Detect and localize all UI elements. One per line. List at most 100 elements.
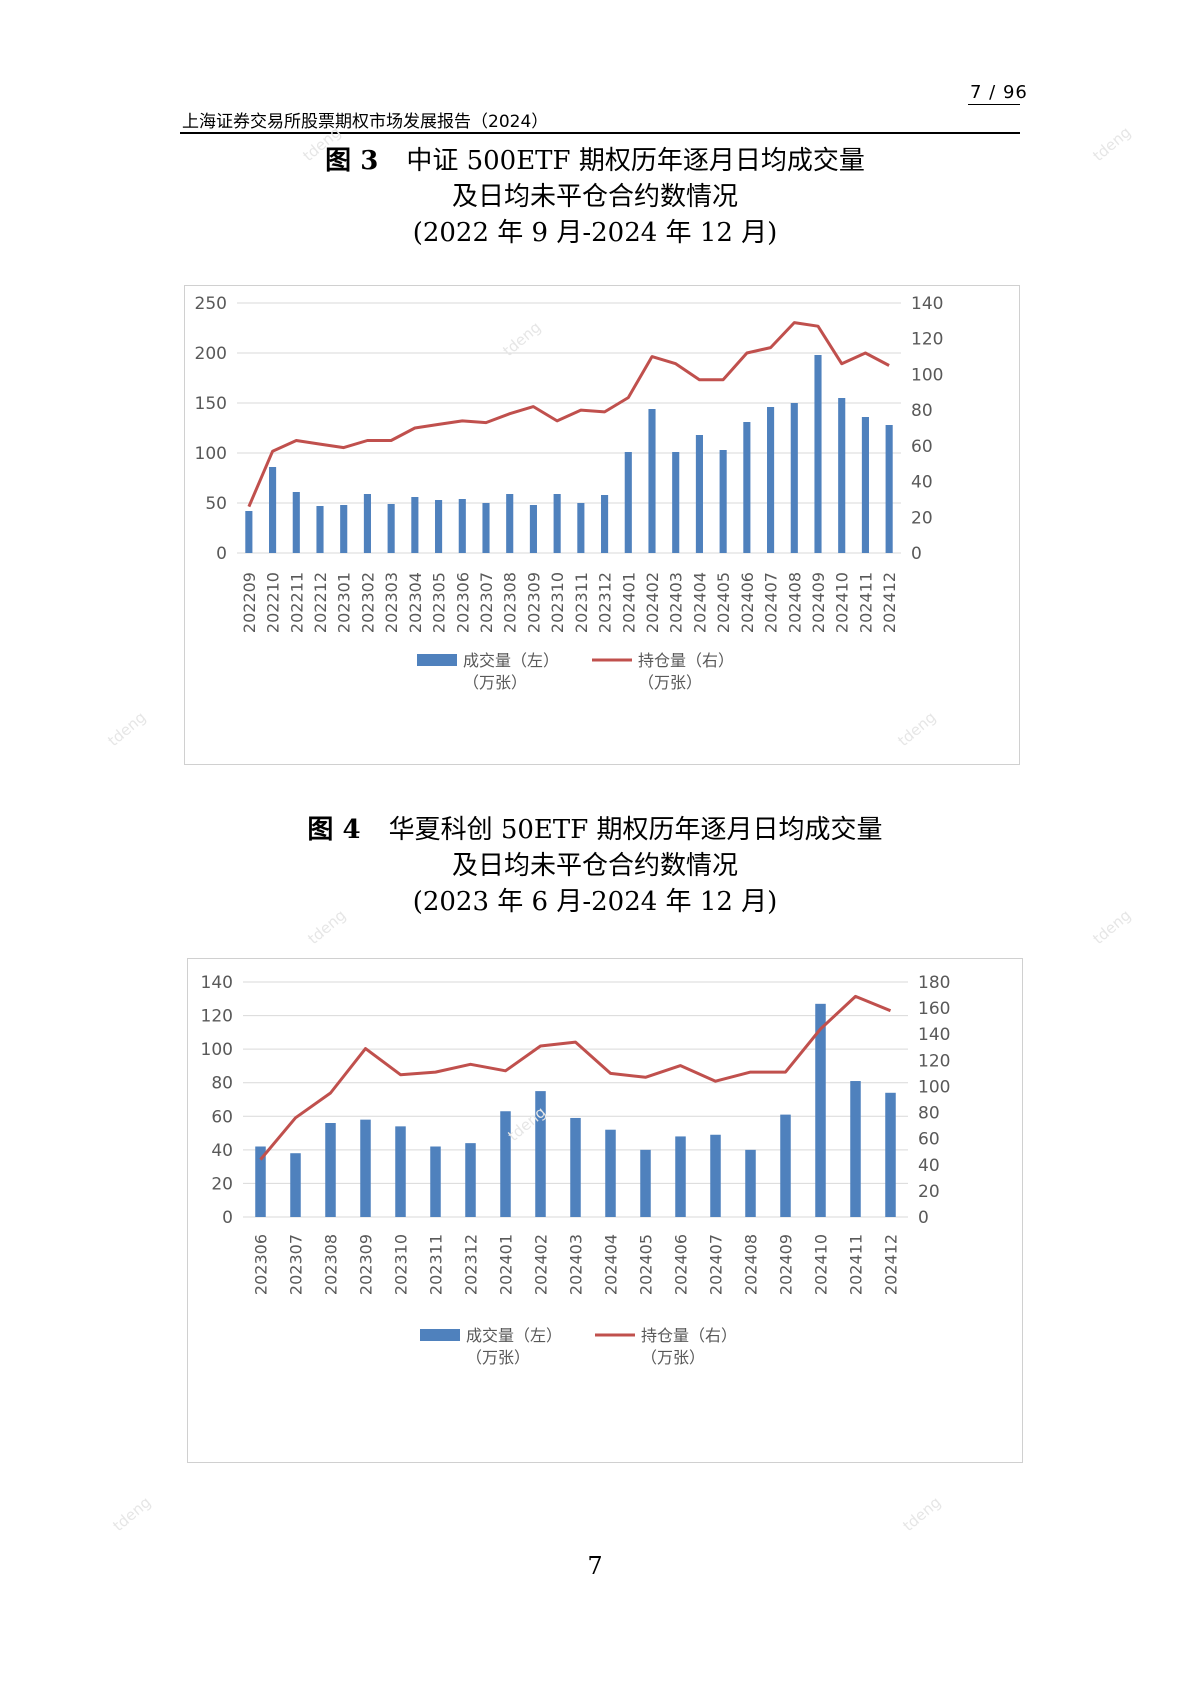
x-tick-label: 202412 (880, 572, 899, 633)
y-right-tick-label: 80 (911, 401, 933, 421)
bar (601, 495, 609, 553)
x-tick-label: 202306 (453, 572, 472, 633)
figure4-chart-svg: 0 20 40 60 80 100 120 140 0 20 40 60 80 100 120 140 160 1… (201, 973, 951, 1367)
bar (458, 499, 466, 553)
bar (640, 1149, 651, 1217)
bar (710, 1134, 721, 1217)
x-tick-label: 202405 (637, 1234, 656, 1295)
x-tick-label: 202307 (287, 1234, 306, 1295)
x-tick-label: 202308 (322, 1234, 341, 1295)
bar (255, 1146, 266, 1217)
x-tick-label: 202311 (427, 1234, 446, 1295)
y-right-tick-label: 0 (911, 544, 922, 564)
y-right-tick-label: 120 (918, 1051, 950, 1071)
page-counter-rule (968, 104, 1020, 105)
bar (745, 1149, 756, 1217)
y-right-tick-label: 60 (918, 1130, 940, 1150)
x-tick-label: 202301 (335, 572, 354, 633)
watermark: tdeng (104, 708, 150, 750)
y-right-tick-label: 160 (918, 999, 950, 1019)
legend-bar-label: 成交量（左） (463, 651, 559, 670)
bar (360, 1119, 371, 1217)
x-tick-label: 202407 (707, 1234, 726, 1295)
y-left-tick-label: 40 (211, 1141, 233, 1161)
y-right-tick-label: 100 (911, 365, 943, 385)
y-left-tick-label: 80 (211, 1074, 233, 1094)
report-title: 上海证券交易所股票期权市场发展报告（2024） (182, 112, 549, 132)
y-right-tick-label: 140 (911, 294, 943, 314)
legend-bar-label: 成交量（左） (466, 1326, 562, 1345)
y-left-tick-label: 140 (201, 973, 233, 993)
x-tick-label: 202402 (532, 1234, 551, 1295)
legend-bar-swatch (420, 1329, 460, 1341)
y-right-tick-label: 80 (918, 1104, 940, 1124)
y-right-tick-label: 100 (918, 1077, 950, 1097)
legend-line-unit: （万张） (638, 673, 702, 692)
bar (648, 409, 656, 553)
y-left-tick-label: 20 (211, 1174, 233, 1194)
x-tick-label: 202309 (357, 1234, 376, 1295)
bar (719, 450, 727, 553)
bar (316, 506, 324, 553)
bar (675, 1136, 686, 1217)
x-tick-label: 202412 (882, 1234, 901, 1295)
bar (529, 505, 537, 553)
x-tick-label: 202305 (430, 572, 449, 633)
watermark: tdeng (899, 1493, 945, 1535)
line-series (259, 994, 892, 1161)
x-tick-label: 202401 (619, 572, 638, 633)
bar (500, 1111, 511, 1217)
legend-line-label: 持仓量（右） (641, 1326, 737, 1345)
y-left-tick-label: 100 (201, 1040, 233, 1060)
bar (605, 1129, 616, 1217)
x-tick-label: 202309 (524, 572, 543, 633)
x-tick-label: 202411 (856, 572, 875, 633)
legend-line-unit: （万张） (641, 1348, 705, 1367)
bar (363, 494, 371, 553)
bar (535, 1091, 546, 1217)
y-right-tick-label: 60 (911, 437, 933, 457)
x-tick-label: 202310 (392, 1234, 411, 1295)
x-tick-label: 202410 (812, 1234, 831, 1295)
y-left-tick-label: 200 (195, 344, 227, 364)
x-tick-label: 202209 (240, 572, 259, 633)
bar (245, 511, 253, 553)
x-tick-label: 202402 (643, 572, 662, 633)
x-tick-label: 202404 (690, 572, 709, 633)
x-tick-label: 202407 (762, 572, 781, 633)
bar (411, 497, 419, 553)
bar (743, 422, 751, 553)
x-tick-label: 202405 (714, 572, 733, 633)
figure4-title-line1: 华夏科创 50ETF 期权历年逐月日均成交量 (388, 815, 883, 845)
x-tick-label: 202303 (382, 572, 401, 633)
bar (430, 1146, 441, 1217)
bar (387, 504, 395, 553)
bar (885, 425, 893, 553)
page-number: 7 (587, 1552, 603, 1580)
figure3-title-line2: 及日均未平仓合约数情况 (451, 182, 738, 212)
x-tick-label: 202312 (596, 572, 615, 633)
bar (570, 1117, 581, 1217)
bar (695, 435, 703, 553)
x-tick-label: 202212 (311, 572, 330, 633)
x-tick-label: 202304 (406, 572, 425, 633)
x-tick-label: 202311 (572, 572, 591, 633)
bar (861, 417, 869, 553)
bar (815, 1003, 826, 1217)
x-tick-label: 202408 (785, 572, 804, 633)
figure4-chart: 0 20 40 60 80 100 120 140 0 20 40 60 80 100 120 140 160 1… (187, 958, 1023, 1463)
figure4-title-line3: (2023 年 6 月-2024 年 12 月) (412, 887, 778, 917)
bar (672, 452, 680, 553)
figure3-title-line3: (2022 年 9 月-2024 年 12 月) (412, 218, 778, 248)
y-right-tick-label: 20 (918, 1182, 940, 1202)
y-left-tick-label: 250 (195, 294, 227, 314)
x-tick-label: 202307 (477, 572, 496, 633)
x-tick-label: 202410 (833, 572, 852, 633)
x-tick-label: 202404 (602, 1234, 621, 1295)
bar (767, 407, 775, 553)
figure3-title-line1: 中证 500ETF 期权历年逐月日均成交量 (406, 146, 865, 176)
figure4-title-line2: 及日均未平仓合约数情况 (451, 851, 738, 881)
x-tick-label: 202411 (847, 1234, 866, 1295)
x-tick-label: 202406 (738, 572, 757, 633)
bar (885, 1092, 896, 1217)
